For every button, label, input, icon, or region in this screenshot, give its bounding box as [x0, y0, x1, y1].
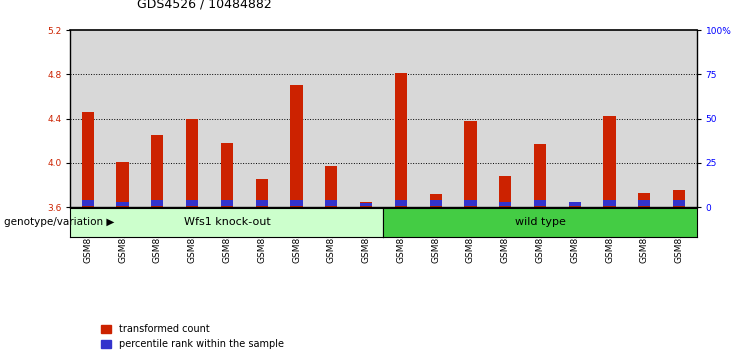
Bar — [279, 30, 314, 207]
Bar — [70, 30, 105, 207]
Bar — [116, 201, 129, 206]
Text: GDS4526 / 10484882: GDS4526 / 10484882 — [137, 0, 272, 11]
Bar — [673, 190, 685, 207]
Bar — [638, 193, 651, 207]
Bar — [105, 30, 140, 207]
Bar — [557, 30, 592, 207]
Bar — [151, 200, 164, 206]
Bar — [465, 200, 476, 206]
Bar — [290, 85, 302, 207]
Bar — [465, 121, 476, 207]
Bar — [151, 135, 164, 207]
Bar — [349, 30, 384, 207]
Bar — [603, 116, 616, 207]
Bar — [210, 30, 245, 207]
Bar — [256, 200, 268, 206]
Bar — [673, 200, 685, 206]
Bar — [221, 200, 233, 206]
Bar — [221, 143, 233, 207]
Text: Wfs1 knock-out: Wfs1 knock-out — [184, 217, 270, 227]
Bar — [140, 30, 175, 207]
Bar — [603, 200, 616, 206]
Bar — [592, 30, 627, 207]
Bar — [82, 112, 94, 207]
Bar — [627, 30, 662, 207]
Bar — [245, 30, 279, 207]
Bar — [499, 176, 511, 207]
Bar — [186, 200, 199, 206]
Bar — [256, 179, 268, 207]
Bar — [662, 30, 697, 207]
Bar — [360, 201, 372, 207]
Bar — [534, 144, 546, 207]
Bar — [395, 73, 407, 207]
Bar — [430, 194, 442, 207]
Bar — [314, 30, 349, 207]
Bar — [325, 200, 337, 206]
Bar — [453, 30, 488, 207]
Bar — [488, 30, 522, 207]
Bar — [175, 30, 210, 207]
Bar — [360, 203, 372, 206]
Bar — [568, 201, 581, 206]
Bar — [499, 201, 511, 206]
Bar — [418, 30, 453, 207]
Bar — [290, 200, 302, 206]
Bar — [116, 162, 129, 207]
Bar — [395, 200, 407, 206]
Text: wild type: wild type — [514, 217, 565, 227]
Bar — [522, 30, 557, 207]
Bar — [186, 119, 199, 207]
Bar — [384, 30, 418, 207]
Legend: transformed count, percentile rank within the sample: transformed count, percentile rank withi… — [102, 324, 284, 349]
Bar — [325, 166, 337, 207]
Bar — [430, 200, 442, 206]
Bar — [638, 200, 651, 206]
Bar — [534, 200, 546, 206]
Text: genotype/variation ▶: genotype/variation ▶ — [4, 217, 114, 227]
Bar — [568, 204, 581, 207]
Bar — [82, 200, 94, 206]
